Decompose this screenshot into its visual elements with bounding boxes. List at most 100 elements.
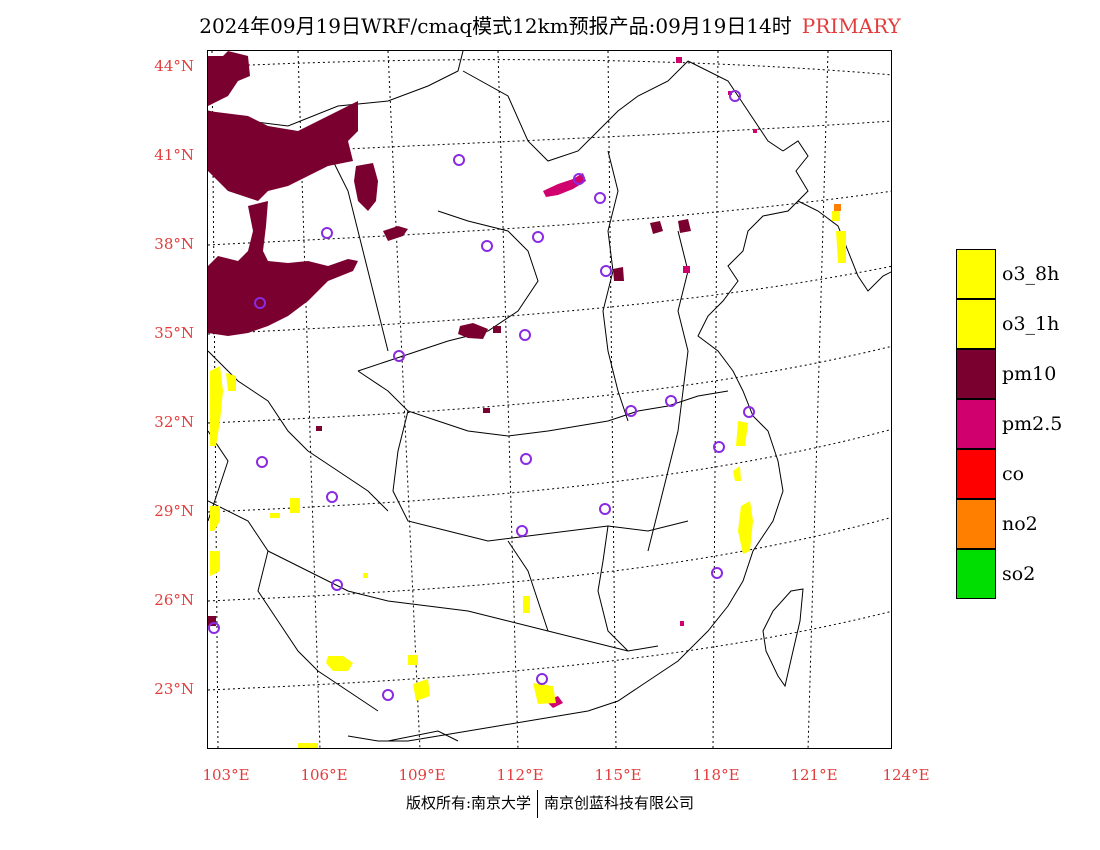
legend-item-pm10: pm10 (956, 349, 1096, 399)
station-marker (321, 227, 333, 239)
o3-region-guangxi-3 (413, 679, 430, 701)
o3-region-yunnan-2 (210, 551, 220, 576)
pm10-region-henan-2 (493, 326, 501, 333)
station-marker (594, 192, 606, 204)
lat-label-26: 26°N (154, 591, 194, 609)
taiwan (762, 588, 804, 688)
lon-label-124: 124°E (882, 766, 930, 784)
station-marker (331, 579, 343, 591)
map-title: 2024年09月19日WRF/cmaq模式12km预报产品:09月19日14时 P… (0, 10, 1100, 39)
station-marker (453, 154, 465, 166)
korea-coast (797, 200, 891, 292)
boundary-east-1 (602, 150, 629, 422)
legend-label: o3_8h (1002, 263, 1060, 285)
boundary-yellow-river (357, 210, 539, 372)
pm10-region-henan (458, 323, 488, 339)
station-marker (599, 503, 611, 515)
station-marker (711, 567, 723, 579)
boundary-inner-mongolia (462, 60, 689, 162)
meridian-118 (712, 51, 719, 748)
station-marker (208, 622, 220, 634)
pm25-region-dot-3 (753, 129, 757, 133)
legend-label: pm10 (1002, 363, 1057, 385)
map-area (207, 50, 892, 749)
legend-swatch (956, 299, 996, 349)
legend-label: pm2.5 (1002, 413, 1063, 435)
station-marker (254, 297, 266, 309)
pm25-region-beijing (543, 173, 586, 197)
pm10-region-ningxia (383, 226, 408, 241)
station-marker (729, 90, 741, 102)
parallel-23 (208, 610, 891, 691)
legend-swatch (956, 399, 996, 449)
meridian-109 (387, 51, 421, 748)
station-marker (536, 673, 548, 685)
o3-region-sichuan-west-2 (226, 373, 236, 391)
legend-swatch (956, 249, 996, 299)
boundary-west-1 (208, 350, 389, 512)
lon-label-109: 109°E (398, 766, 446, 784)
boundary-midwest (327, 150, 389, 352)
o3-region-guizhou-2 (270, 513, 280, 518)
title-main: 2024年09月19日WRF/cmaq模式12km预报产品:09月19日14时 (199, 14, 792, 38)
boundary-south-2 (507, 540, 549, 632)
o3-region-korea (836, 231, 846, 263)
o3-region-sichuan-west (210, 366, 223, 446)
o3-region-yunnan (210, 506, 220, 531)
station-marker (256, 456, 268, 468)
o3-region-south-edge (298, 743, 318, 748)
o3-region-jiangsu (736, 421, 748, 446)
station-marker (532, 231, 544, 243)
legend-item-no2: no2 (956, 499, 1096, 549)
legend-swatch (956, 499, 996, 549)
o3-region-hunan (523, 596, 530, 613)
legend-item-o3-8h: o3_8h (956, 249, 1096, 299)
pm25-region-shandong (683, 266, 690, 273)
legend-label: o3_1h (1002, 313, 1060, 335)
legend-item-pm25: pm2.5 (956, 399, 1096, 449)
o3-region-guangxi (326, 656, 353, 671)
station-marker (519, 329, 531, 341)
footer-left: 版权所有:南京大学 (405, 794, 532, 812)
station-markers (208, 90, 755, 701)
boundary-central-2 (392, 410, 689, 542)
copyright-footer: 版权所有:南京大学 南京创蓝科技有限公司 (0, 790, 1100, 818)
map-canvas (208, 51, 891, 748)
boundary-northeast (687, 60, 784, 152)
hainan-coast (387, 730, 459, 742)
lon-label-118: 118°E (692, 766, 740, 784)
pm10-region-shandong (613, 267, 624, 281)
pm10-region-north-spot (354, 163, 378, 211)
legend-swatch (956, 349, 996, 399)
parallel-35 (208, 265, 891, 335)
lat-label-44: 44°N (154, 57, 194, 75)
pm10-region-hebei (650, 221, 663, 234)
station-marker (516, 525, 528, 537)
legend-item-so2: so2 (956, 549, 1096, 599)
legend-label: no2 (1002, 513, 1038, 535)
legend-label: so2 (1002, 563, 1036, 585)
o3-region-korea-2 (832, 211, 840, 221)
legend-item-o3-1h: o3_1h (956, 299, 1096, 349)
title-tag: PRIMARY (801, 14, 901, 38)
o3-region-fujian (738, 501, 753, 554)
lon-label-121: 121°E (790, 766, 838, 784)
legend-label: co (1002, 463, 1025, 485)
o3-regions (210, 211, 846, 748)
station-marker (481, 240, 493, 252)
o3-region-guangdong (533, 683, 556, 704)
pm10-regions (208, 51, 691, 626)
station-marker (520, 453, 532, 465)
station-marker (382, 689, 394, 701)
lat-label-35: 35°N (154, 324, 194, 342)
lon-label-103: 103°E (202, 766, 250, 784)
boundary-east-2 (647, 230, 689, 552)
parallel-26 (208, 517, 891, 602)
pm10-region-mongolia (208, 101, 358, 201)
parallel-32 (208, 345, 891, 424)
o3-region-zhejiang (733, 466, 741, 481)
pm25-region-dot-4 (680, 621, 684, 626)
legend: o3_8h o3_1h pm10 pm2.5 co no2 so2 (956, 249, 1096, 599)
lon-label-112: 112°E (496, 766, 544, 784)
parallel-29 (208, 429, 891, 513)
